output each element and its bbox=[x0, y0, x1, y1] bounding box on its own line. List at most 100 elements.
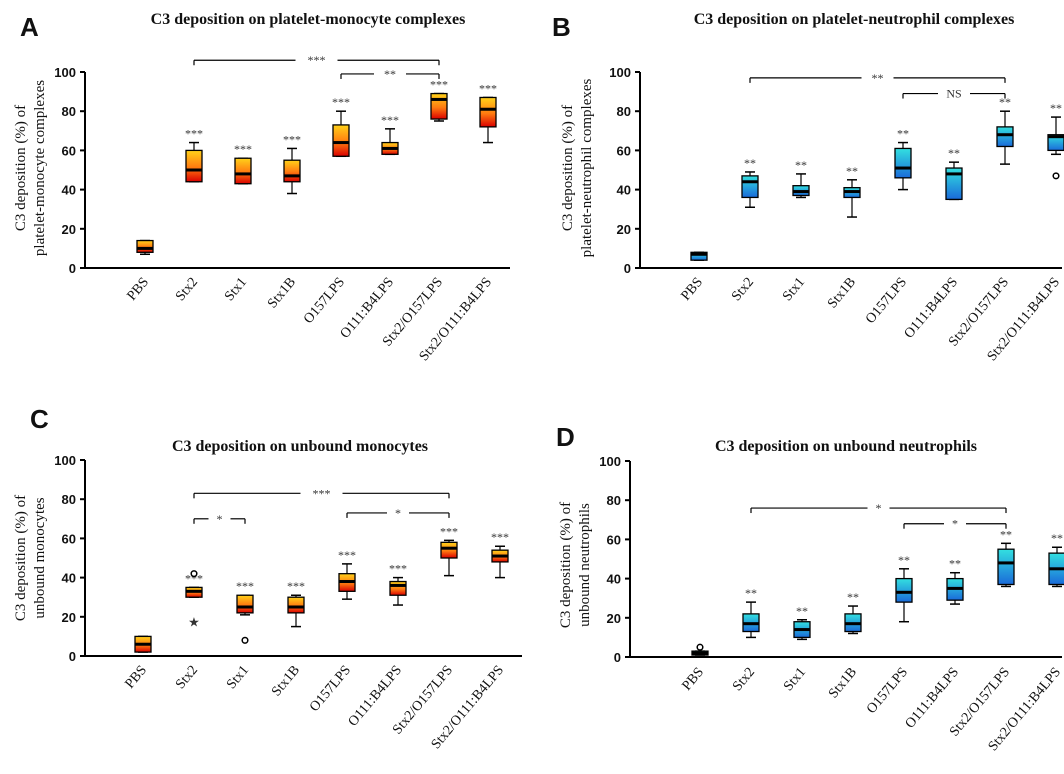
box-iqr bbox=[945, 167, 963, 201]
x-category-label: Stx2 bbox=[729, 275, 757, 304]
significance-label: *** bbox=[283, 132, 301, 146]
y-axis-ticks: 0 20 40 60 80 100 bbox=[54, 65, 85, 276]
y-tick-label: 40 bbox=[62, 571, 76, 586]
y-axis-ticks: 0 20 40 60 80 100 bbox=[54, 453, 85, 664]
box-stx2-o111-b4lps: ** bbox=[1047, 101, 1064, 156]
box-stx1b: *** bbox=[283, 132, 301, 195]
y-tick-label: 20 bbox=[617, 222, 631, 237]
box-iqr bbox=[741, 175, 759, 199]
x-axis-categories: PBS Stx2 Stx1 Stx1B O157LPSO111:B4LPSStx2/O1… bbox=[679, 275, 1064, 364]
y-tick-label: 40 bbox=[607, 572, 621, 587]
significance-label: *** bbox=[381, 113, 399, 127]
box-iqr bbox=[895, 577, 913, 603]
y-tick-label: 20 bbox=[62, 610, 76, 625]
outlier-star: ★ bbox=[188, 615, 200, 630]
outlier-circle bbox=[696, 643, 704, 651]
y-tick-label: 0 bbox=[624, 261, 631, 276]
panel-letter: A bbox=[20, 12, 39, 42]
box-iqr bbox=[690, 251, 708, 261]
box-stx1: ** bbox=[792, 158, 810, 199]
box-iqr bbox=[479, 96, 497, 128]
significance-label: *** bbox=[491, 530, 509, 544]
plot-marks: ******** **** **** bbox=[629, 461, 1064, 658]
y-axis-label-line1: C3 deposition (%) of bbox=[558, 502, 574, 628]
box-pbs bbox=[134, 635, 152, 653]
box-stx2: *** bbox=[185, 571, 203, 598]
significance-bracket: * bbox=[193, 512, 246, 526]
significance-label: *** bbox=[287, 579, 305, 593]
y-tick-label: 20 bbox=[62, 222, 76, 237]
box-iqr bbox=[430, 92, 448, 120]
box-o157lps: *** bbox=[332, 95, 350, 158]
box-stx1: *** bbox=[236, 579, 254, 616]
box-iqr bbox=[287, 596, 305, 614]
y-axis-label-line2: unbound monocytes bbox=[32, 497, 48, 618]
box-stx1: ** bbox=[793, 604, 811, 641]
y-axis-ticks: 0 20 40 60 80 100 bbox=[609, 65, 640, 276]
y-tick-label: 0 bbox=[614, 650, 621, 665]
box-o111-b4lps: ** bbox=[946, 557, 964, 605]
x-category-label: O157LPS bbox=[307, 663, 354, 715]
box-pbs bbox=[691, 650, 709, 656]
significance-label: ** bbox=[999, 95, 1011, 109]
significance-label: *** bbox=[430, 78, 448, 92]
y-tick-label: 100 bbox=[54, 65, 76, 80]
bracket-label: * bbox=[217, 512, 223, 526]
significance-label: ** bbox=[897, 127, 909, 141]
box-pbs bbox=[136, 239, 154, 256]
bracket-label: ** bbox=[872, 71, 884, 85]
y-tick-label: 100 bbox=[54, 453, 76, 468]
x-category-label: O157LPS bbox=[301, 275, 348, 327]
y-axis-label-line2: unbound neutrophils bbox=[577, 503, 593, 627]
box-iqr bbox=[283, 159, 301, 183]
x-category-label: PBS bbox=[680, 665, 708, 694]
y-tick-label: 60 bbox=[62, 531, 76, 546]
x-axis-categories: PBS Stx2 Stx1 Stx1B O157LPSO111:B4LPSStx2/O1… bbox=[680, 665, 1064, 754]
significance-label: ** bbox=[949, 557, 961, 571]
bracket-label: * bbox=[876, 501, 882, 515]
y-axis-label-line2: platelet-neutrophil complexes bbox=[579, 79, 595, 258]
x-category-label: PBS bbox=[125, 275, 153, 304]
box-iqr bbox=[1047, 134, 1064, 152]
y-axis-label-line1: C3 deposition (%) of bbox=[13, 105, 29, 231]
x-category-label: Stx1 bbox=[780, 275, 808, 304]
significance-label: ** bbox=[948, 146, 960, 160]
box-stx2-o157lps: ** bbox=[997, 527, 1015, 588]
plot-marks: ** ** ** ** ** ** ** ** NS bbox=[639, 71, 1064, 269]
box-iqr bbox=[996, 126, 1014, 148]
bracket-label: *** bbox=[313, 486, 331, 500]
box-stx2-o157lps: *** bbox=[440, 524, 458, 577]
y-tick-label: 0 bbox=[69, 261, 76, 276]
x-category-label: Stx1 bbox=[781, 665, 809, 694]
x-category-label: Stx1 bbox=[222, 275, 250, 304]
significance-label: ** bbox=[1051, 531, 1063, 545]
y-tick-label: 80 bbox=[62, 492, 76, 507]
x-category-label: Stx1B bbox=[826, 665, 860, 701]
chart-title: C3 deposition on platelet-neutrophil com… bbox=[694, 11, 1015, 28]
bracket-label: *** bbox=[308, 53, 326, 67]
significance-bracket: * bbox=[750, 501, 1007, 515]
panel-a: A C3 deposition on platelet-monocyte com… bbox=[13, 11, 510, 364]
significance-label: ** bbox=[847, 590, 859, 604]
box-o111-b4lps: *** bbox=[389, 562, 407, 606]
panel-b: B C3 deposition on platelet-neutrophil c… bbox=[552, 11, 1064, 364]
box-iqr bbox=[389, 580, 407, 596]
y-tick-label: 60 bbox=[617, 143, 631, 158]
box-stx1b: ** bbox=[843, 164, 861, 218]
box-iqr bbox=[185, 149, 203, 183]
y-axis-label-line1: C3 deposition (%) of bbox=[560, 105, 576, 231]
x-category-label: Stx1B bbox=[269, 663, 303, 699]
box-iqr bbox=[997, 548, 1015, 586]
box-iqr bbox=[236, 594, 254, 614]
y-tick-label: 60 bbox=[607, 532, 621, 547]
significance-label: *** bbox=[332, 95, 350, 109]
y-tick-label: 100 bbox=[609, 65, 631, 80]
x-category-label: O157LPS bbox=[863, 275, 910, 327]
significance-label: *** bbox=[185, 571, 203, 585]
box-stx1b: *** bbox=[287, 579, 305, 628]
box-stx1b: ** bbox=[844, 590, 862, 635]
y-axis-label-line1: C3 deposition (%) of bbox=[13, 495, 29, 621]
panel-letter: D bbox=[556, 422, 575, 452]
significance-label: *** bbox=[236, 579, 254, 593]
